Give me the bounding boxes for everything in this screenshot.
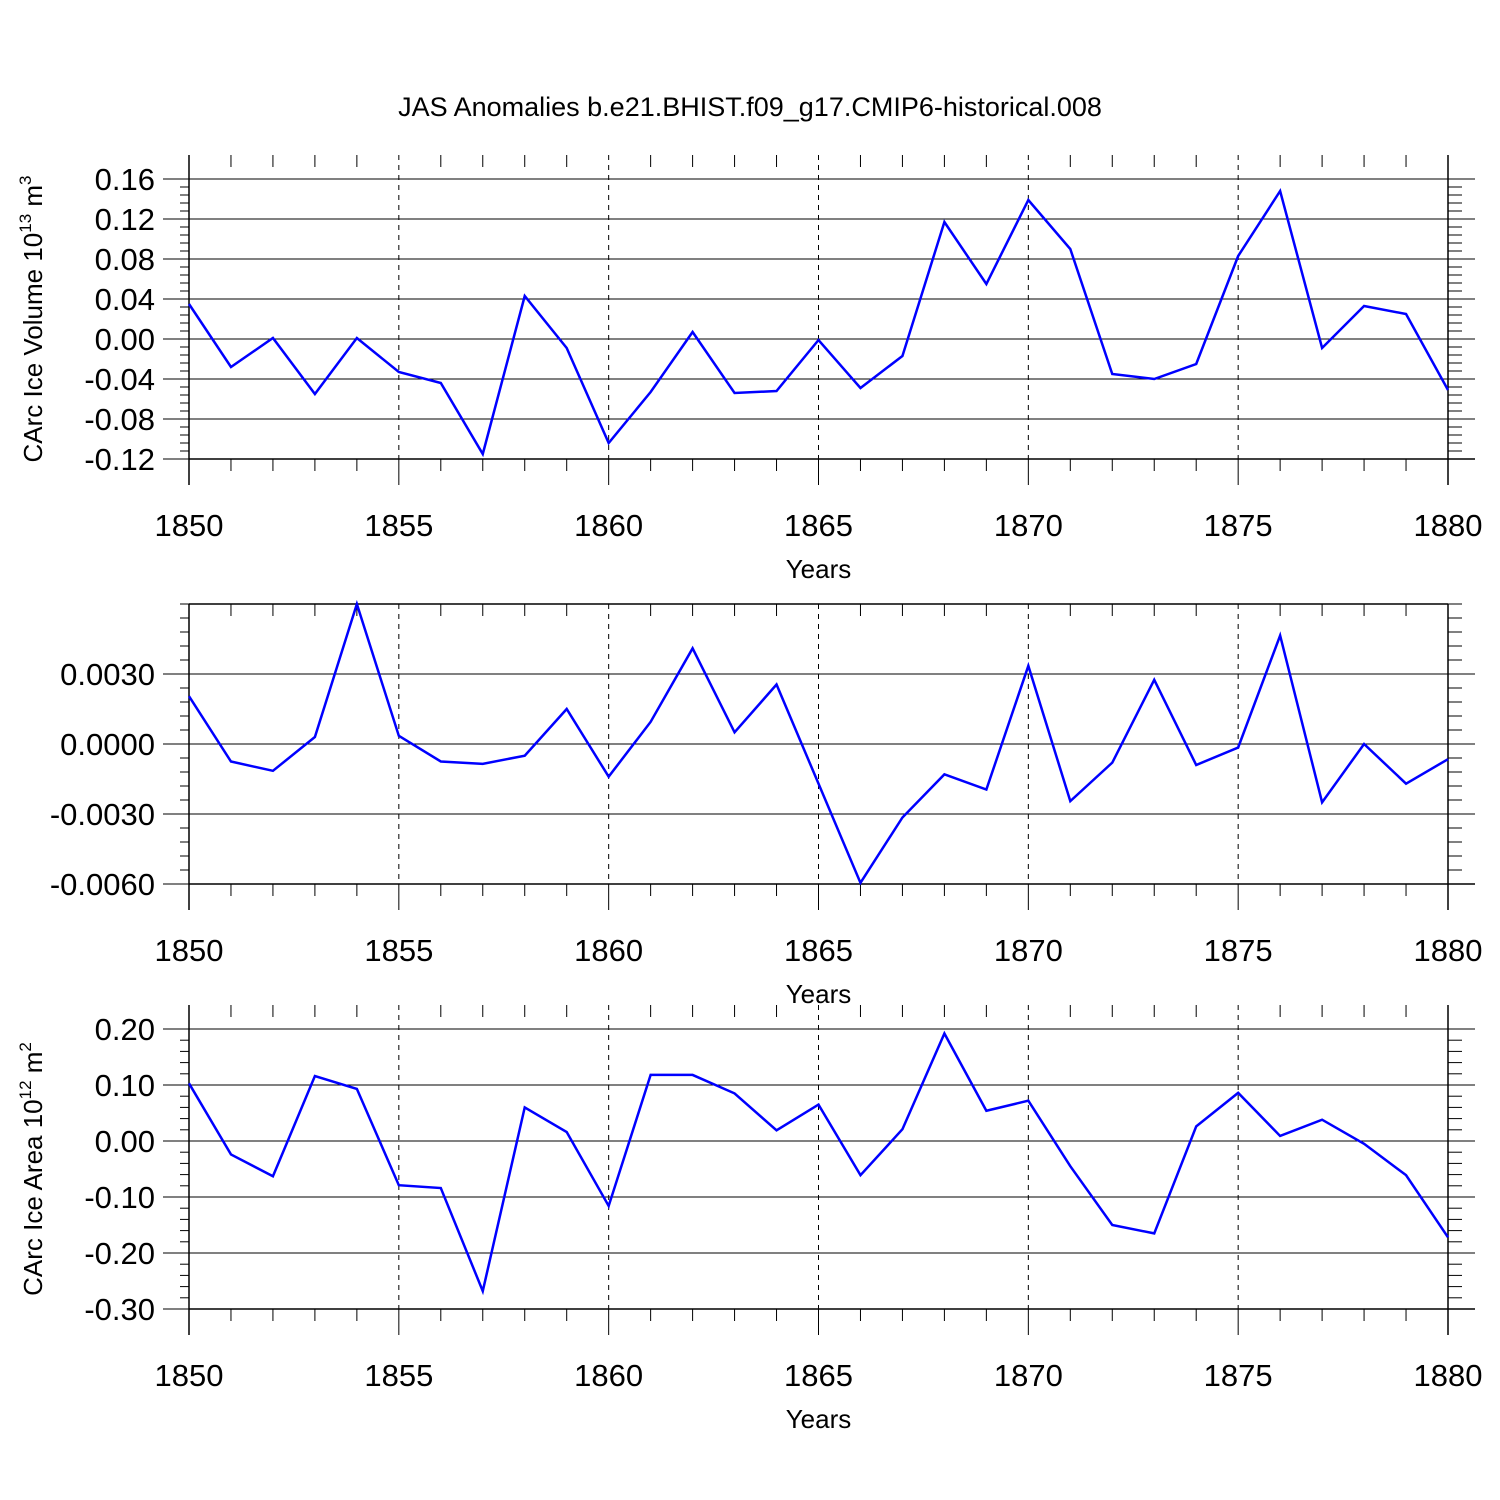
y-tick-label: 0.00: [95, 1124, 155, 1159]
y-tick-label: 0.12: [95, 202, 155, 237]
panel-2: -0.0060 -0.0030 0.0000 0.0030 1850 1855 1860 18…: [50, 599, 1483, 1009]
x-tick-label: 1870: [994, 933, 1063, 968]
y-tick-label: 0.04: [95, 282, 155, 317]
panel-1: -0.12 -0.08 -0.04 0.00 0.04 0.08 0.12 0.16 1850 1…: [16, 155, 1482, 584]
x-tick-label: 1875: [1204, 933, 1273, 968]
x-tick-label: 1870: [994, 1358, 1063, 1393]
x-tick-label: 1865: [784, 508, 853, 543]
x-tick-label: 1880: [1414, 508, 1483, 543]
x-tick-label: 1855: [364, 933, 433, 968]
y-tick-label: 0.0030: [60, 657, 155, 692]
x-tick-label: 1855: [364, 1358, 433, 1393]
y-tick-label: 0.16: [95, 162, 155, 197]
x-axis-title: Years: [786, 554, 852, 584]
x-tick-label: 1855: [364, 508, 433, 543]
y-tick-label: -0.04: [84, 362, 155, 397]
y-tick-label: 0.10: [95, 1068, 155, 1103]
x-tick-label: 1870: [994, 508, 1063, 543]
x-axis-title: Years: [786, 1404, 852, 1434]
x-tick-label: 1850: [155, 1358, 224, 1393]
y-tick-label: 0.0000: [60, 727, 155, 762]
x-axis-title: Years: [786, 979, 852, 1009]
x-tick-label: 1880: [1414, 1358, 1483, 1393]
x-tick-label: 1875: [1204, 508, 1273, 543]
y-tick-label: -0.0060: [50, 867, 155, 902]
panel-3: -0.30 -0.20 -0.10 0.00 0.10 0.20 1850 1855 1860 1…: [16, 1005, 1482, 1434]
x-tick-label: 1860: [574, 1358, 643, 1393]
y-axis-title: CArc Ice Volume 1013 m3: [16, 175, 48, 462]
x-tick-label: 1860: [574, 933, 643, 968]
y-tick-label: -0.12: [84, 442, 155, 477]
y-tick-label: 0.00: [95, 322, 155, 357]
x-tick-label: 1880: [1414, 933, 1483, 968]
x-tick-label: 1865: [784, 1358, 853, 1393]
x-tick-label: 1850: [155, 933, 224, 968]
x-tick-label: 1860: [574, 508, 643, 543]
y-axis-title: CArc Ice Area 1012 m2: [16, 1042, 48, 1296]
y-tick-label: -0.10: [84, 1180, 155, 1215]
y-tick-label: 0.08: [95, 242, 155, 277]
y-tick-label: -0.08: [84, 402, 155, 437]
y-tick-label: -0.30: [84, 1292, 155, 1327]
panels: -0.12 -0.08 -0.04 0.00 0.04 0.08 0.12 0.16 1850 1…: [16, 155, 1482, 1434]
x-tick-label: 1875: [1204, 1358, 1273, 1393]
y-tick-label: -0.0030: [50, 797, 155, 832]
x-tick-label: 1850: [155, 508, 224, 543]
y-tick-label: 0.20: [95, 1012, 155, 1047]
x-tick-label: 1865: [784, 933, 853, 968]
chart-title: JAS Anomalies b.e21.BHIST.f09_g17.CMIP6-…: [398, 92, 1102, 122]
y-tick-label: -0.20: [84, 1236, 155, 1271]
